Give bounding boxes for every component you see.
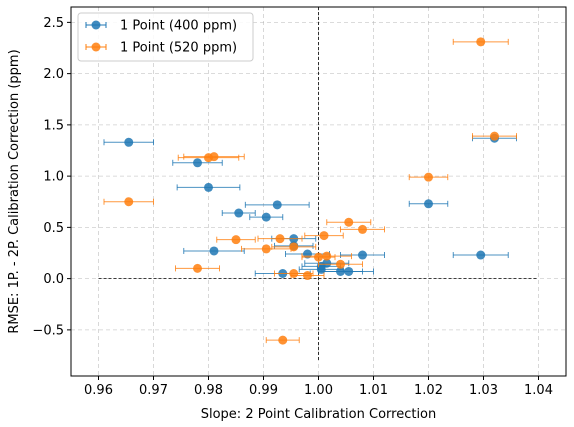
y-axis-ticks: −0.5 0.0 0.5 1.0 1.5 2.0 2.5 <box>32 16 71 338</box>
point-marker <box>272 200 282 210</box>
x-tick-label: 1.01 <box>359 383 388 398</box>
data-point <box>172 158 223 168</box>
y-tick-label: 0.5 <box>43 221 64 236</box>
point-marker <box>476 250 486 260</box>
legend-item: 1 Point (400 ppm) <box>85 19 237 34</box>
point-marker <box>261 212 271 222</box>
data-point <box>176 182 241 192</box>
point-marker <box>314 252 323 262</box>
legend-marker <box>91 20 101 30</box>
legend-marker <box>91 42 101 52</box>
data-point <box>265 335 300 345</box>
data-point <box>408 172 449 182</box>
point-marker <box>358 224 367 234</box>
point-marker <box>231 235 241 245</box>
point-marker <box>303 271 312 281</box>
data-point <box>249 212 284 222</box>
x-tick-label: 1.00 <box>304 383 333 398</box>
data-point <box>221 208 256 218</box>
x-tick-label: 1.02 <box>414 383 443 398</box>
data-point <box>340 250 385 260</box>
data-point <box>301 251 352 261</box>
point-marker <box>234 208 244 218</box>
point-marker <box>476 37 486 47</box>
point-marker <box>209 246 219 256</box>
data-point <box>472 131 517 141</box>
y-tick-label: 2.5 <box>43 16 64 31</box>
point-marker <box>322 251 332 261</box>
point-marker <box>193 158 202 168</box>
data-point <box>257 234 303 244</box>
data-point <box>244 200 310 210</box>
x-axis-ticks: 0.96 0.97 0.98 0.99 1.00 1.01 1.02 1.03 1.04 <box>84 376 553 398</box>
data-point <box>103 197 154 207</box>
legend-label: 1 Point (400 ppm) <box>120 19 237 34</box>
legend-item: 1 Point (520 ppm) <box>85 41 237 56</box>
data-point <box>103 137 154 147</box>
y-tick-label: −0.5 <box>32 323 64 338</box>
legend: 1 Point (400 ppm) 1 Point (520 ppm) <box>77 12 254 62</box>
x-tick-label: 1.03 <box>469 383 498 398</box>
data-point <box>216 235 256 245</box>
x-tick-label: 0.98 <box>194 383 223 398</box>
x-tick-label: 0.97 <box>139 383 168 398</box>
data-point <box>304 231 344 241</box>
data-point <box>241 244 292 254</box>
point-marker <box>289 242 299 252</box>
y-tick-label: 0.0 <box>43 272 64 287</box>
data-point <box>318 259 363 269</box>
legend-box <box>77 12 254 62</box>
data-point <box>452 37 509 47</box>
data-point <box>323 266 374 276</box>
data-point <box>340 224 385 234</box>
point-marker <box>319 231 329 241</box>
data-series <box>103 37 517 345</box>
point-marker <box>358 250 367 260</box>
data-point <box>452 250 509 260</box>
y-axis-label: RMSE: 1P. - 2P. Calibration Correction (… <box>7 49 22 333</box>
series-2 <box>103 37 517 345</box>
y-tick-label: 1.5 <box>43 118 64 133</box>
point-marker <box>424 199 433 209</box>
point-marker <box>193 263 202 273</box>
data-point <box>408 199 449 209</box>
point-marker <box>275 234 285 244</box>
point-marker <box>209 152 219 162</box>
x-tick-label: 0.99 <box>249 383 278 398</box>
data-point <box>271 242 317 252</box>
y-tick-label: 1.0 <box>43 170 64 185</box>
data-point <box>290 271 325 281</box>
point-marker <box>424 172 433 182</box>
point-marker <box>204 182 213 192</box>
point-marker <box>124 137 134 147</box>
legend-label: 1 Point (520 ppm) <box>120 41 237 56</box>
y-tick-label: 2.0 <box>43 67 64 82</box>
point-marker <box>124 197 134 207</box>
point-marker <box>336 259 345 269</box>
point-marker <box>261 244 271 254</box>
point-marker <box>490 131 499 141</box>
data-point <box>183 152 245 162</box>
x-axis-label: Slope: 2 Point Calibration Correction <box>201 407 437 422</box>
point-marker <box>344 217 354 227</box>
data-point <box>326 217 372 227</box>
data-point <box>175 263 220 273</box>
point-marker <box>278 335 288 345</box>
x-tick-label: 0.96 <box>84 383 113 398</box>
reference-lines <box>98 7 539 361</box>
point-marker <box>344 266 354 276</box>
x-tick-label: 1.04 <box>524 383 553 398</box>
